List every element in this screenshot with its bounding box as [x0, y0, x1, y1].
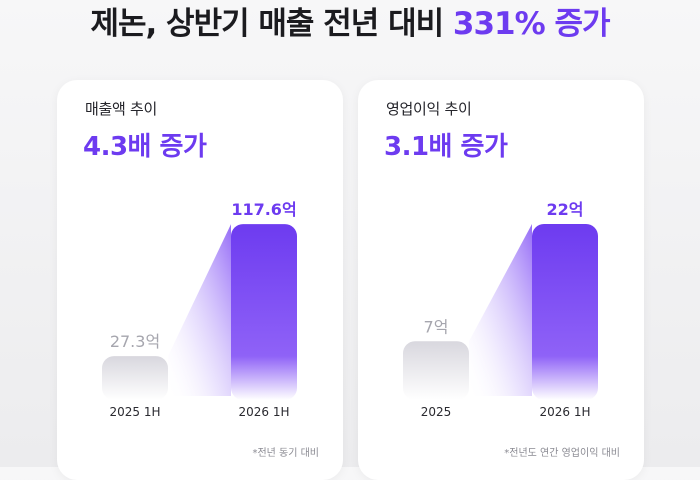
bar-previous [403, 341, 469, 400]
value-label: 117.6억 [231, 200, 296, 219]
page-title-accent: 331% 증가 [452, 6, 611, 42]
revenue-card-label: 매출액 추이 [85, 100, 157, 118]
value-label: 7억 [424, 317, 449, 336]
operating-profit-footnote: *전년도 연간 영업이익 대비 [504, 448, 620, 459]
operating-profit-card-headline: 3.1배 증가 [384, 132, 508, 162]
category-label: 2025 1H [109, 405, 160, 419]
operating-profit-chart: 7억 2025 22억 2026 1H [403, 200, 598, 419]
revenue-card: 매출액 추이 4.3배 증가 27.3억 2025 1H 117.6억 2026 1H… [57, 80, 343, 480]
revenue-chart: 27.3억 2025 1H 117.6억 2026 1H [102, 200, 297, 419]
bar-previous [102, 356, 168, 400]
growth-area [469, 223, 532, 396]
bar-current [231, 224, 297, 400]
value-label: 22억 [547, 200, 584, 219]
value-label: 27.3억 [110, 332, 160, 351]
bar-current [532, 223, 598, 400]
operating-profit-card-label: 영업이익 추이 [386, 100, 472, 118]
page-title: 제논, 상반기 매출 전년 대비 331% 증가 [0, 2, 700, 46]
revenue-card-headline: 4.3배 증가 [83, 132, 207, 162]
category-label: 2026 1H [238, 405, 289, 419]
revenue-footnote: *전년 동기 대비 [252, 448, 319, 459]
category-label: 2026 1H [539, 405, 590, 419]
page-title-prefix: 제논, 상반기 매출 전년 대비 [90, 6, 453, 42]
operating-profit-card: 영업이익 추이 3.1배 증가 7억 2025 22억 2026 1H *전년도 연간… [358, 80, 644, 480]
category-label: 2025 [421, 405, 452, 419]
growth-area [168, 224, 231, 396]
